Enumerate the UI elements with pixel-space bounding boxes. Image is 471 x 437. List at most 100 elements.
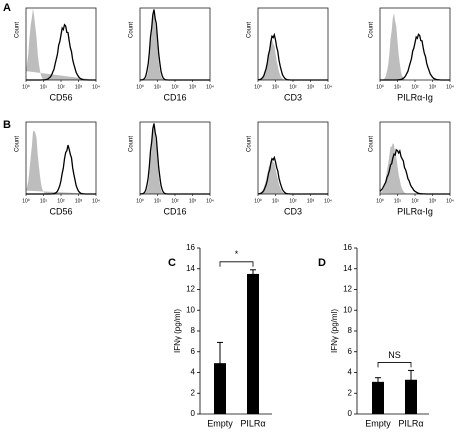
x-tick-label: 10³	[307, 84, 315, 90]
x-tick-label: 10⁴	[324, 198, 332, 204]
x-tick-label: 10²	[57, 198, 65, 204]
isotype-histogram	[26, 8, 96, 80]
y-tick-label: 14	[343, 264, 352, 273]
y-tick-label: 0	[348, 409, 353, 418]
x-tick-label: 10³	[429, 84, 437, 90]
x-tick-label: 10²	[171, 198, 179, 204]
y-tick-label: 2	[191, 388, 196, 397]
isotype-histogram	[140, 13, 210, 81]
isotype-histogram	[380, 13, 450, 81]
x-tick-label: 10⁴	[92, 84, 100, 90]
y-tick-label: 8	[348, 326, 353, 335]
significance-bracket	[219, 261, 254, 267]
x-tick-label: 10²	[289, 198, 297, 204]
y-axis-label: IFNγ (pg/ml)	[173, 309, 182, 353]
y-axis-label: Count	[129, 22, 135, 38]
x-tick-label: Empty	[207, 418, 233, 428]
y-tick-label: 4	[191, 368, 196, 377]
x-axis-label: CD56	[49, 92, 72, 102]
bar	[372, 381, 384, 414]
x-axis-label: PILRα-Ig	[397, 206, 433, 216]
x-tick-label: 10³	[429, 198, 437, 204]
y-tick-label: 6	[191, 347, 196, 356]
x-tick-label: 10³	[75, 198, 83, 204]
x-tick-label: PILRα	[398, 418, 423, 428]
x-axis-label: CD56	[49, 206, 72, 216]
y-axis-label: Count	[247, 136, 253, 152]
x-tick-label: 10²	[411, 198, 419, 204]
x-tick-label: 10¹	[154, 84, 162, 90]
y-tick-label: 10	[186, 305, 195, 314]
x-tick-label: 10⁰	[22, 84, 30, 90]
bar	[247, 273, 259, 414]
panel-label: A	[3, 2, 11, 14]
x-tick-label: 10⁴	[206, 198, 214, 204]
y-tick-label: 12	[343, 285, 352, 294]
y-tick-label: 2	[348, 388, 353, 397]
y-tick-label: 12	[186, 285, 195, 294]
isotype-histogram	[258, 158, 328, 194]
x-axis-label: CD3	[284, 206, 302, 216]
y-axis-label: Count	[129, 136, 135, 152]
x-axis-label: CD3	[284, 92, 302, 102]
isotype-histogram	[26, 130, 96, 194]
y-axis-label: IFNγ (pg/ml)	[330, 309, 339, 353]
x-tick-label: 10⁰	[254, 84, 262, 90]
x-tick-label: 10⁰	[376, 84, 384, 90]
y-axis-label: Count	[247, 22, 253, 38]
x-tick-label: 10⁴	[446, 198, 454, 204]
panel-label: D	[318, 257, 326, 269]
significance-label: *	[235, 249, 239, 259]
panel-label: B	[3, 119, 11, 131]
y-axis-label: Count	[15, 22, 21, 38]
y-tick-label: 14	[186, 264, 195, 273]
bar	[214, 363, 226, 414]
x-tick-label: 10³	[189, 84, 197, 90]
x-tick-label: 10⁰	[254, 198, 262, 204]
x-tick-label: 10¹	[40, 84, 48, 90]
x-axis-label: PILRα-Ig	[397, 92, 433, 102]
x-tick-label: 10¹	[394, 84, 402, 90]
x-tick-label: 10⁰	[376, 198, 384, 204]
significance-bracket	[377, 362, 412, 368]
bar	[405, 379, 417, 414]
x-tick-label: 10²	[289, 84, 297, 90]
x-tick-label: 10⁴	[446, 84, 454, 90]
x-tick-label: 10²	[57, 84, 65, 90]
x-tick-label: 10³	[189, 198, 197, 204]
significance-label: NS	[388, 350, 401, 360]
x-tick-label: 10³	[75, 84, 83, 90]
y-tick-label: 10	[343, 305, 352, 314]
x-tick-label: 10¹	[154, 198, 162, 204]
x-tick-label: 10⁴	[324, 84, 332, 90]
x-tick-label: 10²	[171, 84, 179, 90]
y-tick-label: 8	[191, 326, 196, 335]
x-tick-label: 10⁰	[136, 84, 144, 90]
y-axis-label: Count	[369, 136, 375, 152]
x-tick-label: 10⁰	[22, 198, 30, 204]
x-tick-label: 10¹	[394, 198, 402, 204]
isotype-histogram	[140, 127, 210, 194]
y-axis-label: Count	[369, 22, 375, 38]
y-tick-label: 6	[348, 347, 353, 356]
x-tick-label: 10⁴	[92, 198, 100, 204]
x-tick-label: Empty	[365, 418, 391, 428]
x-tick-label: 10⁰	[136, 198, 144, 204]
y-tick-label: 0	[191, 409, 196, 418]
y-tick-label: 4	[348, 368, 353, 377]
x-tick-label: PILRα	[240, 418, 265, 428]
y-tick-label: 16	[186, 243, 195, 252]
panel-label: C	[168, 257, 176, 269]
y-axis-label: Count	[15, 136, 21, 152]
isotype-histogram	[258, 39, 328, 80]
x-tick-label: 10¹	[272, 198, 280, 204]
x-tick-label: 10³	[307, 198, 315, 204]
isotype-histogram	[380, 143, 450, 194]
x-tick-label: 10⁴	[206, 84, 214, 90]
y-tick-label: 16	[343, 243, 352, 252]
x-tick-label: 10¹	[272, 84, 280, 90]
x-tick-label: 10¹	[40, 198, 48, 204]
x-axis-label: CD16	[163, 92, 186, 102]
x-axis-label: CD16	[163, 206, 186, 216]
